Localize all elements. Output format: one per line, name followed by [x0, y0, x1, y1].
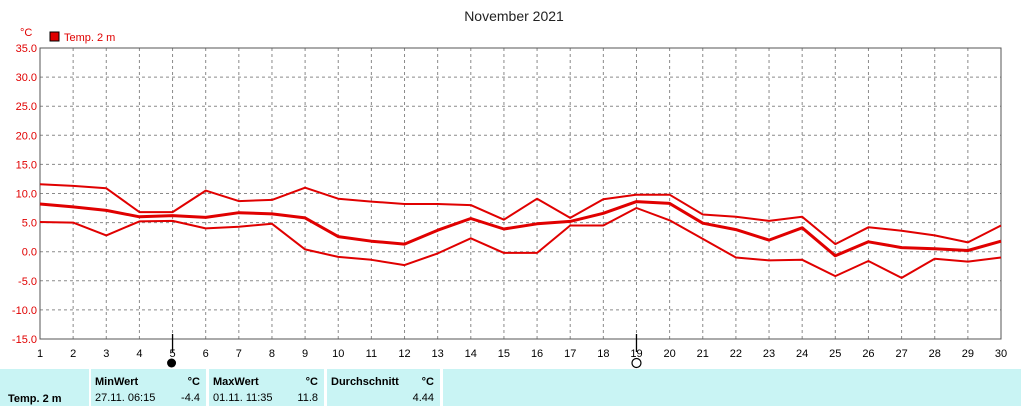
- x-tick-label: 30: [995, 348, 1007, 360]
- stats-bar: Temp. 2 m MinWert °C 27.11. 06:15 -4.4 M…: [0, 369, 1024, 406]
- moon-markers: [167, 334, 642, 369]
- x-tick-label: 8: [269, 348, 275, 360]
- x-tick-label: 15: [498, 348, 510, 360]
- x-tick-label: 5: [169, 348, 175, 360]
- x-tick-label: 11: [366, 348, 377, 360]
- y-tick-label: 15.0: [16, 159, 37, 171]
- full-moon-icon: [167, 358, 177, 368]
- x-tick-label: 24: [796, 348, 808, 360]
- legend-label: Temp. 2 m: [64, 32, 115, 44]
- max-time: 01.11. 11:35: [213, 392, 273, 404]
- x-tick-label: 17: [564, 348, 576, 360]
- x-tick-label: 12: [398, 348, 410, 360]
- series-line-mean: [39, 200, 1002, 258]
- series-line-max: [39, 183, 1002, 246]
- x-tick-label: 16: [531, 348, 543, 360]
- y-tick-label: 30.0: [16, 72, 37, 84]
- y-tick-label: 0.0: [22, 247, 37, 259]
- x-tick-label: 13: [432, 348, 444, 360]
- legend-swatch: [49, 31, 60, 42]
- series-line-min: [39, 207, 1002, 279]
- x-tick-label: 23: [763, 348, 775, 360]
- x-tick-label: 26: [862, 348, 874, 360]
- x-tick-label: 14: [465, 348, 477, 360]
- x-tick-label: 9: [302, 348, 308, 360]
- y-tick-label: -10.0: [12, 305, 37, 317]
- temperature-chart: November 2021 °C Temp. 2 m 35.030.025.02…: [12, 8, 1007, 369]
- y-tick-label: 35.0: [16, 43, 37, 55]
- x-tick-label: 29: [962, 348, 974, 360]
- x-tick-label: 28: [929, 348, 941, 360]
- x-tick-label: 3: [103, 348, 109, 360]
- stats-label-cell: Temp. 2 m: [0, 369, 89, 406]
- y-tick-label: 10.0: [16, 189, 37, 201]
- y-tick-label: 20.0: [16, 130, 37, 142]
- y-tick-label: 5.0: [22, 218, 37, 230]
- new-moon-icon: [631, 357, 642, 369]
- max-header: MaxWert: [213, 376, 259, 388]
- x-tick-label: 18: [597, 348, 609, 360]
- x-tick-label: 27: [895, 348, 907, 360]
- x-tick-label: 6: [203, 348, 209, 360]
- x-tick-label: 19: [630, 348, 642, 360]
- x-tick-label: 10: [332, 348, 344, 360]
- y-unit-label: °C: [20, 27, 32, 39]
- max-cell: MaxWert °C 01.11. 11:35 11.8: [209, 369, 324, 406]
- avg-cell: Durchschnitt °C 4.44: [327, 369, 440, 406]
- plot-frame: [39, 47, 1002, 340]
- y-tick-label: -5.0: [18, 276, 37, 288]
- x-tick-label: 7: [236, 348, 242, 360]
- x-tick-label: 25: [829, 348, 841, 360]
- axes: 35.0 30.0 25.0 20.0 15.0 10.0 5.0 0.0 -5.0 -10.0 -…: [12, 43, 1007, 360]
- max-unit: °C: [305, 376, 318, 388]
- chart-title: November 2021: [464, 8, 564, 24]
- stats-spacer: [443, 369, 1021, 406]
- x-tick-label: 2: [70, 348, 76, 360]
- min-cell: MinWert °C 27.11. 06:15 -4.4: [91, 369, 206, 406]
- x-tick-label: 4: [136, 348, 142, 360]
- x-tick-label: 20: [663, 348, 675, 360]
- avg-header: Durchschnitt: [331, 376, 399, 388]
- x-tick-label: 21: [697, 348, 709, 360]
- grid: [40, 48, 1001, 339]
- min-value: -4.4: [181, 392, 200, 404]
- x-tick-label: 1: [37, 348, 43, 360]
- stats-label: Temp. 2 m: [8, 393, 62, 405]
- y-tick-label: 25.0: [16, 101, 37, 113]
- max-value: 11.8: [297, 392, 318, 404]
- min-header: MinWert: [95, 376, 139, 388]
- min-unit: °C: [187, 376, 200, 388]
- min-time: 27.11. 06:15: [95, 392, 156, 404]
- y-tick-label: -15.0: [12, 334, 37, 346]
- series-group: [39, 183, 1002, 279]
- avg-value: 4.44: [412, 392, 434, 404]
- x-tick-label: 22: [730, 348, 742, 360]
- avg-unit: °C: [421, 376, 434, 388]
